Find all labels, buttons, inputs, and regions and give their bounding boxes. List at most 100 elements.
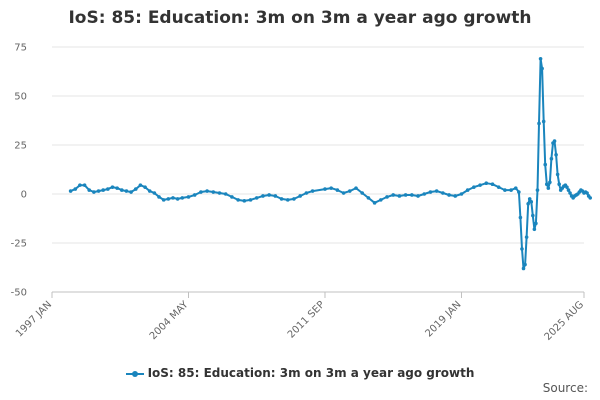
data-point[interactable] [106, 187, 110, 191]
data-point[interactable] [372, 201, 377, 205]
data-point[interactable] [513, 186, 518, 190]
data-point[interactable] [211, 190, 216, 194]
data-point[interactable] [298, 194, 302, 198]
data-point[interactable] [555, 172, 560, 177]
data-point[interactable] [92, 190, 96, 194]
data-point[interactable] [447, 193, 451, 197]
data-point[interactable] [335, 188, 340, 192]
data-point[interactable] [546, 186, 551, 190]
data-point[interactable] [73, 187, 78, 191]
data-point[interactable] [273, 194, 278, 198]
data-point[interactable] [538, 56, 543, 61]
data-point[interactable] [230, 195, 234, 199]
data-point[interactable] [279, 197, 284, 201]
data-point[interactable] [115, 186, 119, 190]
data-point[interactable] [410, 193, 414, 197]
data-point[interactable] [199, 190, 203, 194]
data-point[interactable] [110, 185, 115, 189]
data-point[interactable] [521, 266, 526, 271]
data-point[interactable] [552, 139, 557, 143]
data-point[interactable] [531, 213, 535, 218]
data-point[interactable] [347, 189, 352, 193]
data-point[interactable] [101, 188, 105, 192]
data-point[interactable] [78, 183, 82, 187]
data-point[interactable] [379, 198, 383, 202]
data-point[interactable] [527, 197, 532, 201]
data-point[interactable] [459, 192, 464, 196]
data-point[interactable] [517, 190, 521, 194]
data-point[interactable] [544, 182, 549, 186]
data-point[interactable] [385, 195, 389, 199]
data-point[interactable] [557, 182, 561, 186]
data-point[interactable] [397, 194, 402, 198]
data-point[interactable] [304, 191, 309, 195]
data-point[interactable] [261, 194, 265, 198]
data-point[interactable] [465, 188, 470, 192]
data-point[interactable] [588, 196, 593, 200]
data-point[interactable] [171, 196, 175, 200]
data-point[interactable] [534, 221, 538, 226]
data-point[interactable] [254, 196, 259, 200]
data-point[interactable] [496, 185, 501, 189]
data-point[interactable] [391, 193, 396, 197]
data-point[interactable] [503, 188, 507, 192]
data-point[interactable] [565, 185, 569, 189]
data-point[interactable] [285, 198, 290, 202]
data-point[interactable] [329, 186, 333, 190]
data-point[interactable] [549, 156, 554, 161]
data-point[interactable] [96, 189, 101, 193]
data-point[interactable] [192, 193, 197, 197]
data-point[interactable] [242, 199, 247, 203]
data-point[interactable] [175, 197, 180, 201]
data-point[interactable] [478, 183, 482, 187]
data-point[interactable] [217, 191, 222, 195]
data-point[interactable] [341, 191, 346, 195]
legend[interactable]: IoS: 85: Education: 3m on 3m a year ago … [0, 366, 600, 380]
data-point[interactable] [366, 196, 371, 200]
data-point[interactable] [403, 193, 408, 197]
data-point[interactable] [518, 215, 523, 220]
data-point[interactable] [147, 189, 152, 193]
data-point[interactable] [292, 197, 296, 201]
data-point[interactable] [490, 182, 495, 186]
data-point[interactable] [441, 191, 445, 195]
data-point[interactable] [585, 191, 589, 195]
data-point[interactable] [143, 185, 147, 189]
data-point[interactable] [157, 195, 161, 199]
data-point[interactable] [129, 190, 133, 194]
data-point[interactable] [529, 200, 534, 204]
data-point[interactable] [520, 247, 524, 251]
data-point[interactable] [205, 189, 209, 193]
data-point[interactable] [186, 195, 191, 199]
data-point[interactable] [416, 194, 420, 198]
data-point[interactable] [434, 189, 439, 193]
data-point[interactable] [133, 187, 138, 191]
data-point[interactable] [428, 190, 433, 194]
data-point[interactable] [524, 235, 529, 239]
data-point[interactable] [526, 202, 530, 206]
data-point[interactable] [236, 198, 240, 202]
data-point[interactable] [166, 197, 171, 201]
data-point[interactable] [161, 198, 166, 202]
data-point[interactable] [554, 153, 558, 157]
data-point[interactable] [124, 189, 129, 193]
data-point[interactable] [541, 119, 546, 124]
data-point[interactable] [87, 188, 92, 192]
data-point[interactable] [543, 162, 548, 167]
data-point[interactable] [223, 192, 228, 196]
data-point[interactable] [310, 189, 315, 193]
data-point[interactable] [535, 188, 540, 192]
data-point[interactable] [248, 198, 253, 202]
data-point[interactable] [484, 181, 489, 186]
data-point[interactable] [537, 121, 541, 126]
data-point[interactable] [548, 180, 552, 185]
data-point[interactable] [323, 187, 327, 191]
data-point[interactable] [532, 227, 537, 232]
data-point[interactable] [180, 196, 185, 200]
data-point[interactable] [472, 185, 476, 189]
data-point[interactable] [523, 262, 527, 267]
data-point[interactable] [509, 188, 513, 192]
data-point[interactable] [422, 192, 427, 196]
data-point[interactable] [267, 193, 271, 197]
data-point[interactable] [540, 66, 544, 71]
